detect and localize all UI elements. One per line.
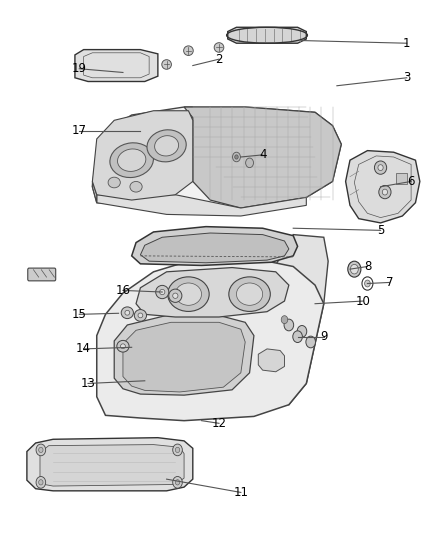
Polygon shape xyxy=(141,233,289,263)
Text: 17: 17 xyxy=(72,124,87,138)
Text: 2: 2 xyxy=(215,53,223,66)
Polygon shape xyxy=(250,235,328,405)
Text: 8: 8 xyxy=(364,260,371,273)
Polygon shape xyxy=(114,316,254,395)
Ellipse shape xyxy=(39,480,43,485)
Polygon shape xyxy=(228,27,306,43)
FancyBboxPatch shape xyxy=(396,173,407,184)
Text: 9: 9 xyxy=(320,330,328,343)
Polygon shape xyxy=(97,259,324,421)
Ellipse shape xyxy=(364,280,370,287)
Text: 19: 19 xyxy=(72,62,87,75)
Polygon shape xyxy=(40,445,184,486)
Polygon shape xyxy=(123,322,245,392)
Ellipse shape xyxy=(117,341,129,352)
Ellipse shape xyxy=(120,344,125,349)
Ellipse shape xyxy=(117,149,146,172)
Polygon shape xyxy=(92,111,193,200)
Polygon shape xyxy=(136,268,289,317)
Ellipse shape xyxy=(229,277,270,311)
Polygon shape xyxy=(97,195,306,216)
Text: 3: 3 xyxy=(403,71,410,84)
Ellipse shape xyxy=(36,444,46,456)
Polygon shape xyxy=(132,227,297,265)
Ellipse shape xyxy=(382,189,388,195)
Text: 13: 13 xyxy=(81,377,95,390)
Ellipse shape xyxy=(36,477,46,488)
Ellipse shape xyxy=(169,289,182,302)
Ellipse shape xyxy=(125,310,130,315)
Text: 4: 4 xyxy=(259,148,266,161)
Polygon shape xyxy=(27,438,193,491)
Text: 10: 10 xyxy=(356,295,371,308)
Ellipse shape xyxy=(121,307,134,319)
Ellipse shape xyxy=(246,158,254,167)
Ellipse shape xyxy=(175,283,201,305)
Polygon shape xyxy=(92,181,97,203)
Ellipse shape xyxy=(378,165,383,171)
Ellipse shape xyxy=(235,155,238,159)
Ellipse shape xyxy=(350,264,358,274)
Ellipse shape xyxy=(184,46,193,55)
Ellipse shape xyxy=(379,185,391,199)
Ellipse shape xyxy=(293,331,302,343)
Polygon shape xyxy=(258,349,285,372)
Ellipse shape xyxy=(297,326,307,337)
Text: 14: 14 xyxy=(76,342,91,356)
Text: 6: 6 xyxy=(407,175,415,188)
Ellipse shape xyxy=(168,277,209,311)
Ellipse shape xyxy=(110,143,153,177)
Ellipse shape xyxy=(237,283,263,305)
Polygon shape xyxy=(92,107,341,208)
Ellipse shape xyxy=(108,177,120,188)
Text: 7: 7 xyxy=(385,276,393,289)
Ellipse shape xyxy=(175,480,180,485)
Ellipse shape xyxy=(173,444,182,456)
FancyBboxPatch shape xyxy=(28,268,56,281)
Polygon shape xyxy=(75,50,158,82)
Text: 15: 15 xyxy=(72,308,87,321)
Ellipse shape xyxy=(175,447,180,453)
Ellipse shape xyxy=(39,447,43,453)
Ellipse shape xyxy=(147,130,186,162)
Ellipse shape xyxy=(155,285,169,298)
Text: 1: 1 xyxy=(403,37,410,50)
Text: 12: 12 xyxy=(212,417,226,430)
Ellipse shape xyxy=(281,316,288,324)
Ellipse shape xyxy=(130,181,142,192)
Polygon shape xyxy=(184,107,341,208)
Polygon shape xyxy=(346,151,420,223)
Text: 11: 11 xyxy=(233,486,248,499)
Ellipse shape xyxy=(173,477,182,488)
Ellipse shape xyxy=(162,60,171,69)
Ellipse shape xyxy=(284,319,293,331)
Ellipse shape xyxy=(306,336,315,348)
Ellipse shape xyxy=(155,136,179,156)
Ellipse shape xyxy=(138,313,143,318)
Text: 16: 16 xyxy=(116,284,131,297)
Text: 5: 5 xyxy=(377,224,384,237)
Ellipse shape xyxy=(159,289,165,295)
Ellipse shape xyxy=(374,161,387,174)
Ellipse shape xyxy=(214,43,224,52)
Ellipse shape xyxy=(173,293,178,298)
Ellipse shape xyxy=(348,261,361,277)
Ellipse shape xyxy=(134,310,147,321)
Ellipse shape xyxy=(233,152,240,162)
